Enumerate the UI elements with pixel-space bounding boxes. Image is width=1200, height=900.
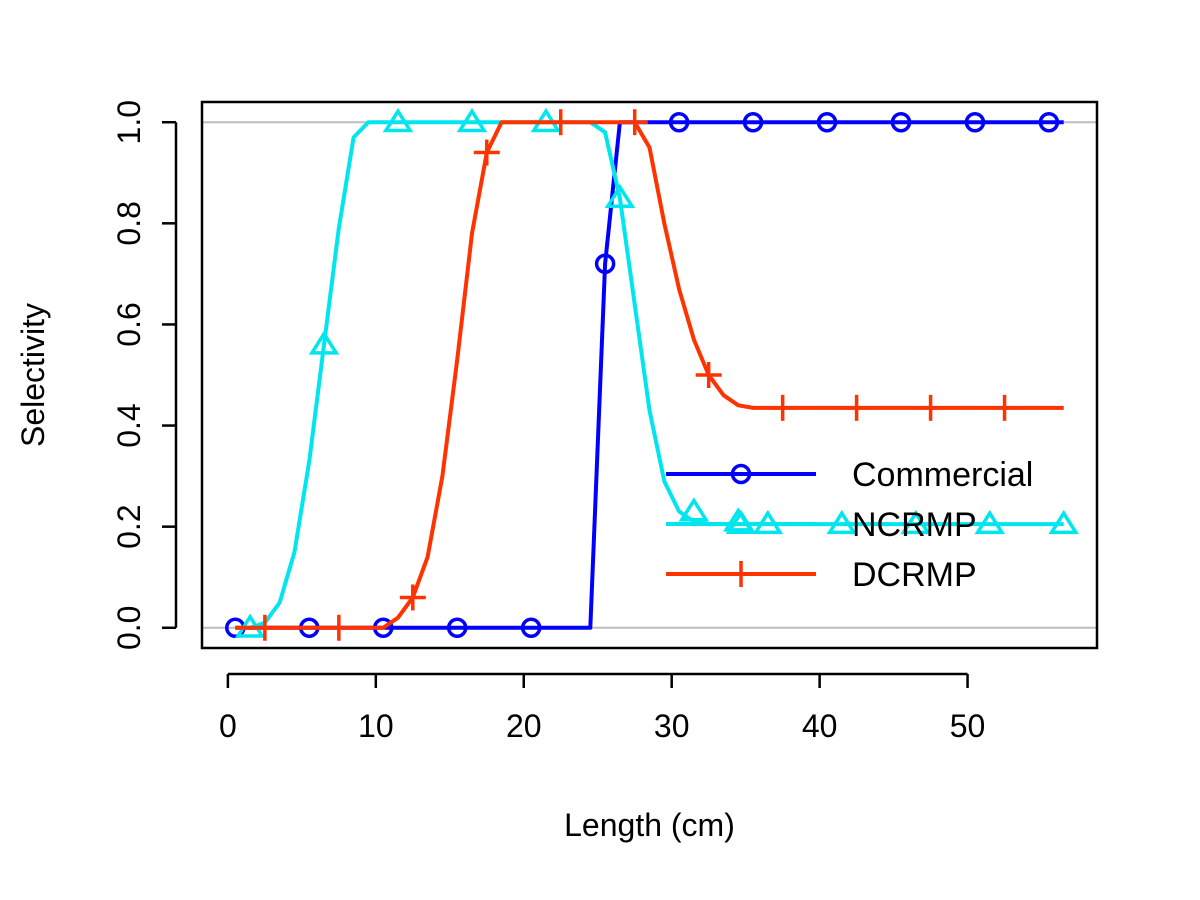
- x-tick-label: 20: [506, 708, 542, 744]
- legend-item-commercial: Commercial: [666, 456, 1033, 494]
- y-tick-label: 0.2: [111, 504, 147, 548]
- point-circle: [890, 111, 912, 133]
- x-axis: 0 10 20 30 40 50: [219, 672, 986, 744]
- point-triangle: [382, 107, 414, 133]
- point-plus: [991, 394, 1018, 421]
- point-circle: [594, 253, 616, 275]
- series-layer: [225, 107, 1079, 641]
- point-circle: [668, 111, 690, 133]
- point-plus: [325, 614, 352, 641]
- x-axis-title: Length (cm): [564, 807, 735, 843]
- y-tick-label: 0.4: [111, 403, 147, 447]
- reference-lines: [202, 121, 1097, 629]
- x-tick-label: 30: [654, 708, 690, 744]
- legend-item-ncrmp: NCRMP: [666, 506, 977, 544]
- y-axis-title: Selectivity: [15, 303, 51, 447]
- legend: Commercial NCRMP DCRMP: [666, 456, 1033, 594]
- point-circle: [742, 111, 764, 133]
- y-tick-label: 0.6: [111, 302, 147, 346]
- y-tick-label: 0.8: [111, 201, 147, 245]
- point-triangle: [725, 509, 757, 534]
- point-plus: [251, 614, 278, 641]
- legend-label: Commercial: [852, 456, 1033, 494]
- y-tick-label: 0.0: [111, 606, 147, 650]
- point-circle: [816, 111, 838, 133]
- series-line: [235, 120, 1064, 630]
- point-circle: [1038, 111, 1060, 133]
- series-line: [235, 120, 1064, 630]
- legend-label: DCRMP: [852, 556, 977, 594]
- y-axis: 0.0 0.2 0.4 0.6 0.8 1.0: [111, 100, 178, 650]
- point-plus: [917, 394, 944, 421]
- point-circle: [964, 111, 986, 133]
- point-plus: [728, 561, 754, 587]
- series-line: [235, 120, 1064, 630]
- point-triangle: [826, 509, 858, 535]
- legend-item-dcrmp: DCRMP: [666, 556, 977, 594]
- series-dcrmp: [235, 109, 1064, 641]
- x-tick-label: 0: [219, 708, 237, 744]
- point-plus: [547, 109, 574, 136]
- point-plus: [621, 109, 648, 136]
- point-triangle: [900, 509, 932, 535]
- plot-frame: [200, 100, 1099, 650]
- point-circle: [446, 617, 468, 639]
- x-tick-label: 10: [358, 708, 394, 744]
- point-triangle: [604, 183, 636, 209]
- point-plus: [769, 394, 796, 421]
- point-triangle: [308, 330, 340, 355]
- y-tick-label: 1.0: [111, 100, 147, 144]
- legend-label: NCRMP: [852, 506, 977, 544]
- point-plus: [695, 362, 722, 388]
- x-tick-label: 40: [802, 708, 838, 744]
- point-plus: [843, 394, 870, 421]
- x-tick-label: 50: [950, 708, 986, 744]
- point-triangle: [678, 497, 710, 522]
- point-triangle: [974, 509, 1006, 535]
- point-triangle: [456, 107, 488, 133]
- point-plus: [473, 139, 500, 166]
- point-circle: [520, 617, 542, 639]
- point-circle: [730, 463, 752, 485]
- point-triangle: [1048, 509, 1079, 535]
- point-plus: [399, 584, 426, 611]
